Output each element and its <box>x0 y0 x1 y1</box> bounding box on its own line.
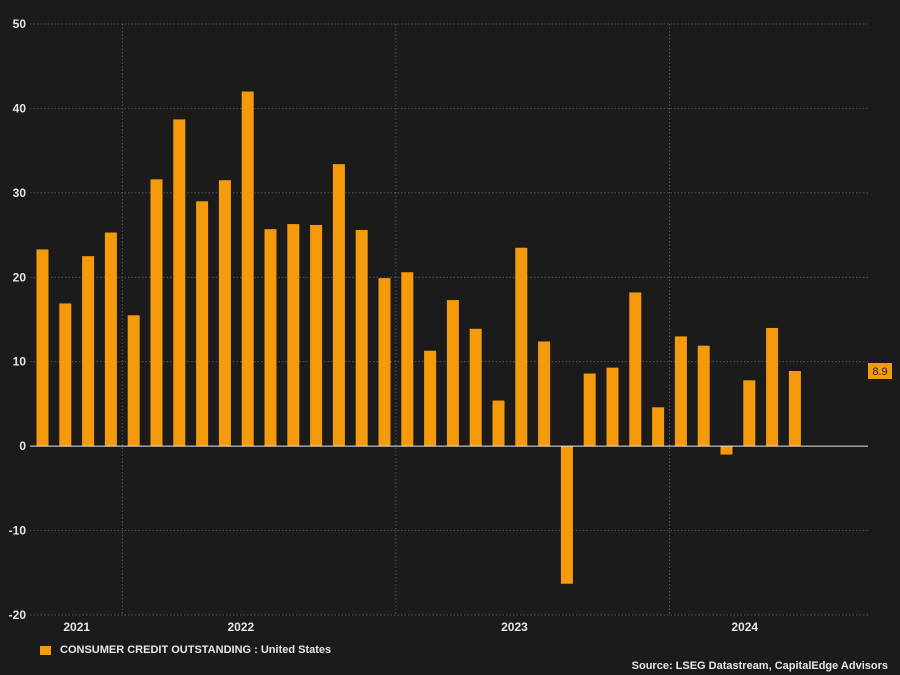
y-tick-label: 40 <box>13 101 27 115</box>
bar <box>538 341 551 447</box>
x-tick-label: 2024 <box>731 620 758 634</box>
bar <box>424 350 437 447</box>
bar <box>218 180 231 447</box>
bar <box>264 229 277 447</box>
bar <box>104 232 117 447</box>
bar <box>743 380 756 447</box>
last-value-badge <box>868 363 892 380</box>
bar <box>241 91 254 447</box>
legend: CONSUMER CREDIT OUTSTANDING : United Sta… <box>40 644 331 656</box>
bars <box>30 91 868 584</box>
bar <box>196 201 209 447</box>
bar <box>697 345 710 447</box>
bar <box>788 371 801 447</box>
legend-swatch <box>40 645 51 655</box>
source-note: Source: LSEG Datastream, CapitalEdge Adv… <box>631 660 888 672</box>
bar <box>492 400 505 447</box>
bar <box>446 300 459 447</box>
bar <box>378 278 391 447</box>
grid-lines <box>30 23 868 616</box>
bar <box>515 247 528 447</box>
bar <box>401 272 414 447</box>
bar <box>59 303 72 447</box>
bar <box>766 327 779 447</box>
bar <box>310 224 323 447</box>
x-axis-labels: 2021 2022 2023 2024 <box>63 620 758 634</box>
bar <box>332 164 345 447</box>
bar <box>606 367 619 447</box>
bar <box>287 224 300 447</box>
bar <box>150 179 163 447</box>
x-tick-label: 2023 <box>501 620 528 634</box>
legend-label: CONSUMER CREDIT OUTSTANDING : United Sta… <box>60 644 332 656</box>
y-axis-ticks: 50 40 30 20 10 0 -10 -20 <box>9 17 27 622</box>
bar <box>629 292 642 447</box>
bar <box>720 446 733 455</box>
bar <box>674 336 687 447</box>
bar <box>583 373 596 447</box>
last-value-marker: 8.9 <box>868 363 892 380</box>
bar <box>127 315 140 447</box>
x-tick-label: 2022 <box>228 620 255 634</box>
bar <box>36 249 49 447</box>
x-tick-label: 2021 <box>63 620 90 634</box>
y-tick-label: 30 <box>13 186 27 200</box>
y-tick-label: 20 <box>13 270 27 284</box>
y-tick-label: -10 <box>9 524 27 538</box>
bar <box>173 119 186 447</box>
y-tick-label: 10 <box>13 355 27 369</box>
bar <box>560 446 573 584</box>
bar <box>82 256 95 447</box>
y-tick-label: 50 <box>13 17 27 31</box>
y-tick-label: 0 <box>19 439 26 453</box>
bar <box>652 407 665 447</box>
y-tick-label: -20 <box>9 608 27 622</box>
last-value-label: 8.9 <box>872 366 887 378</box>
bar <box>469 328 482 447</box>
bar <box>355 230 368 447</box>
